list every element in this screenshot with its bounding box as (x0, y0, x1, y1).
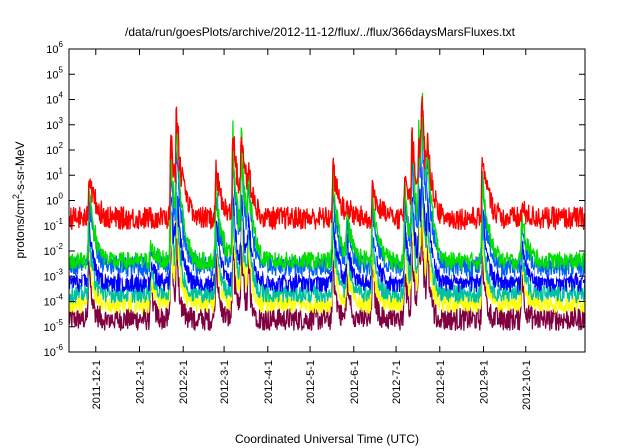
x-tick-label: 2011-12-1 (91, 360, 103, 409)
y-tick-base: 10 (46, 145, 58, 157)
flux-series-line (69, 92, 585, 271)
y-axis-label-sup: 2 (11, 194, 21, 199)
y-tick-exponent: 1 (59, 166, 64, 175)
y-axis-label-rest: -s-sr-MeV (13, 141, 27, 194)
x-tick-label: 2012-6-1 (349, 360, 361, 404)
y-tick-base: 10 (44, 221, 56, 233)
x-tick-label: 2012-9-1 (478, 360, 490, 404)
y-tick-base: 10 (44, 347, 56, 359)
chart-title: /data/run/goesPlots/archive/2012-11-12/f… (125, 25, 516, 39)
x-tick-label: 2012-8-1 (435, 360, 447, 404)
flux-series-line (69, 168, 585, 304)
series-layer (69, 92, 585, 332)
x-tick-label: 2012-7-1 (391, 360, 403, 404)
y-tick-base: 10 (46, 44, 58, 56)
flux-series-line (69, 199, 585, 314)
x-tick-label: 2012-1-1 (134, 360, 146, 404)
y-tick-label: 10-3 (44, 267, 64, 283)
x-tick-label: 2012-3-1 (219, 360, 231, 404)
y-tick-base: 10 (46, 120, 58, 132)
y-tick-exponent: 3 (59, 116, 64, 125)
y-tick-label: 100 (46, 192, 63, 208)
y-axis-ticks: 10-610-510-410-310-210-11001011021031041… (44, 40, 585, 359)
y-tick-exponent: 6 (59, 40, 64, 49)
y-tick-base: 10 (44, 271, 56, 283)
y-tick-exponent: -3 (56, 267, 64, 276)
y-axis-label: protons/cm2-s-sr-MeV (11, 141, 27, 258)
y-tick-exponent: -4 (56, 293, 64, 302)
y-tick-label: 10-6 (44, 343, 64, 359)
flux-series-line (69, 220, 585, 332)
y-tick-exponent: -5 (56, 318, 64, 327)
y-tick-exponent: 2 (59, 141, 64, 150)
x-axis-label: Coordinated Universal Time (UTC) (235, 432, 419, 446)
y-tick-label: 10-4 (44, 293, 64, 309)
y-tick-label: 106 (46, 40, 63, 56)
y-tick-exponent: -6 (56, 343, 64, 352)
y-tick-label: 10-1 (44, 217, 64, 233)
x-tick-label: 2012-10-1 (521, 360, 533, 410)
y-tick-label: 102 (46, 141, 63, 157)
y-tick-base: 10 (44, 297, 56, 309)
x-tick-label: 2012-2-1 (178, 360, 190, 404)
y-tick-exponent: -1 (56, 217, 64, 226)
y-tick-label: 103 (46, 116, 63, 132)
x-tick-label: 2012-5-1 (305, 360, 317, 404)
y-tick-label: 105 (46, 65, 63, 81)
x-tick-label: 2012-4-1 (263, 360, 275, 404)
y-tick-exponent: 4 (59, 91, 64, 100)
y-tick-label: 101 (46, 166, 63, 182)
y-tick-base: 10 (46, 69, 58, 81)
y-axis-label-main: protons/cm (13, 199, 27, 258)
y-tick-base: 10 (46, 95, 58, 107)
y-tick-exponent: 0 (59, 192, 64, 201)
y-tick-base: 10 (46, 196, 58, 208)
y-tick-base: 10 (44, 322, 56, 334)
flux-series-line (69, 96, 585, 231)
y-tick-base: 10 (44, 246, 56, 258)
y-tick-label: 10-2 (44, 242, 64, 258)
y-tick-exponent: 5 (59, 65, 64, 74)
y-tick-label: 10-5 (44, 318, 64, 334)
y-tick-exponent: -2 (56, 242, 64, 251)
y-tick-label: 104 (46, 91, 63, 107)
y-tick-base: 10 (46, 170, 58, 182)
x-axis-ticks: 2011-12-1 2012-1-1 2012-2-1 2012-3-1 2012-4-… (91, 49, 533, 410)
